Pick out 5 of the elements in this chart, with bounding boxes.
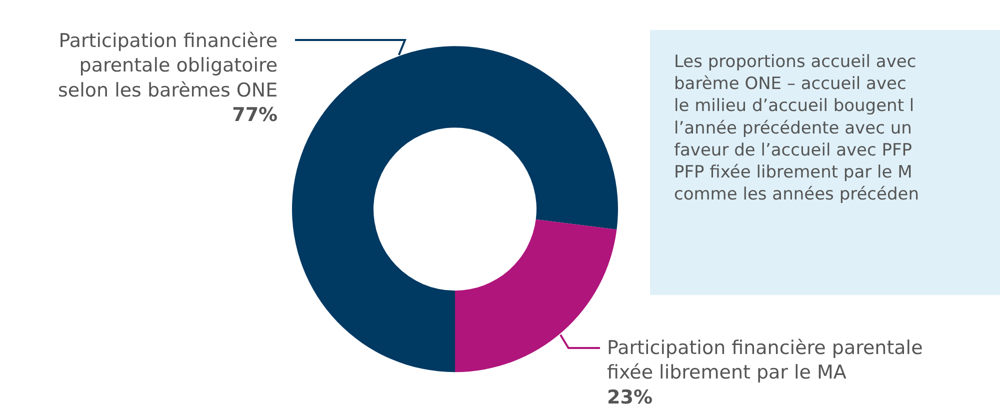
- slice-label: Participation financière parentale fixée librement par le MA: [607, 337, 923, 384]
- slice-label: Participation financière parentale obligatoire selon les barèmes ONE: [58, 30, 278, 102]
- data-label: 23%: [607, 386, 652, 408]
- text: Les proportions accueil avec barème ONE – accueil avec le milieu d’accueil bougent l l’année précédente avec un faveur de l’accueil avec PFP PFP fixée librement par le M comme les années précéden: [674, 52, 920, 205]
- data-label: 77%: [232, 104, 278, 126]
